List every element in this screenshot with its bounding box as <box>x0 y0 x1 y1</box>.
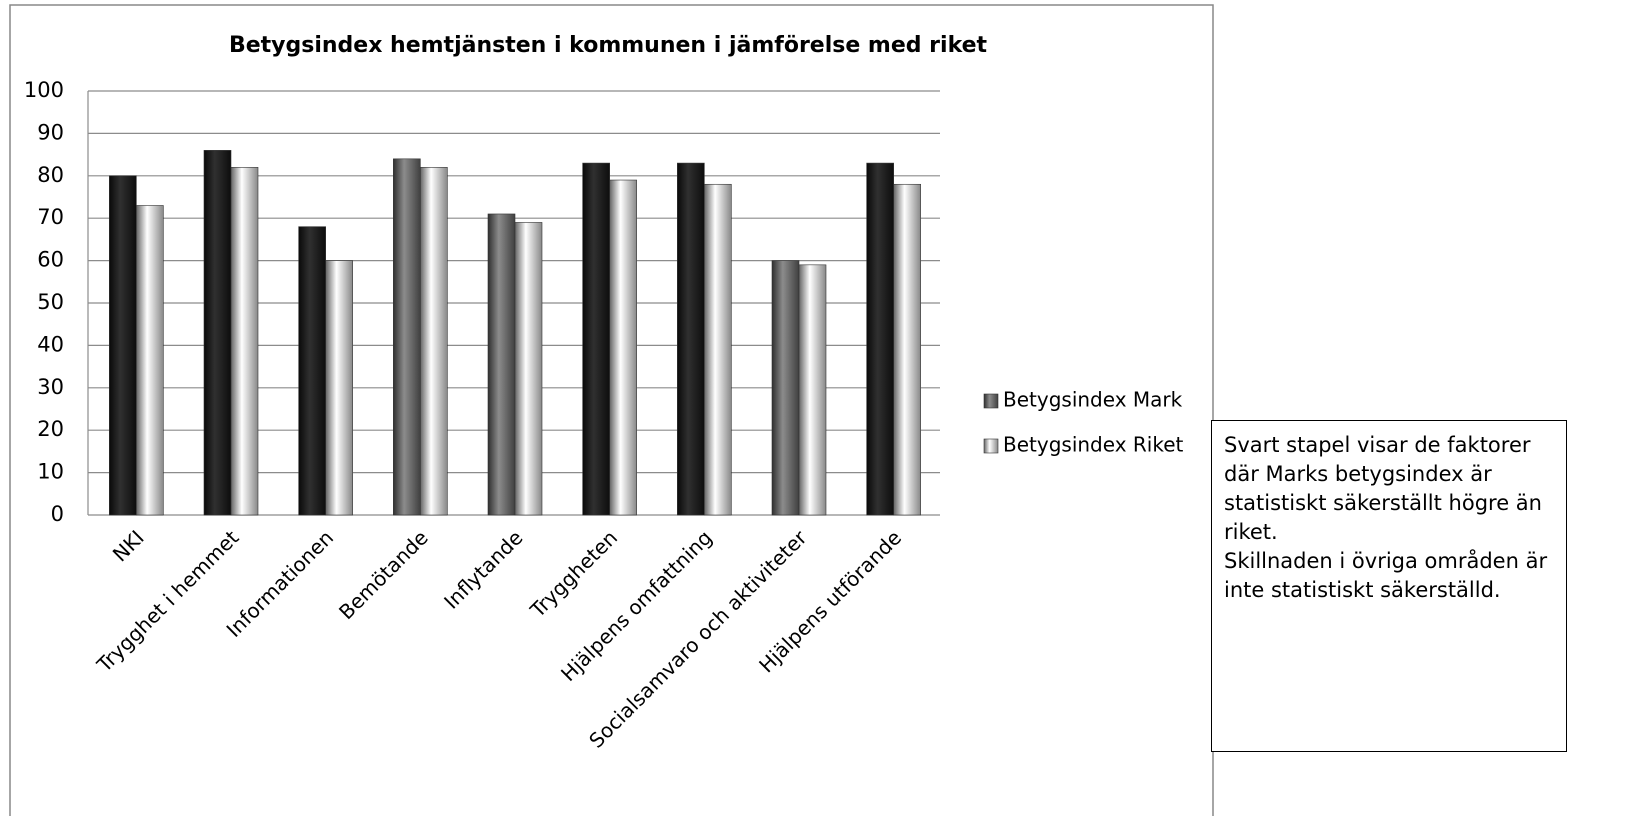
bar <box>582 162 610 516</box>
bar <box>420 167 448 516</box>
bar <box>704 183 732 516</box>
bar <box>109 175 137 516</box>
y-tick-label: 0 <box>51 502 64 526</box>
legend-label: Betygsindex Riket <box>1003 433 1184 457</box>
chart-title: Betygsindex hemtjänsten i kommunen i jäm… <box>229 33 988 58</box>
y-tick-label: 60 <box>37 248 64 272</box>
bar <box>514 222 543 516</box>
bar <box>866 162 894 516</box>
annotation-box: Svart stapel visar de faktorer där Marks… <box>1211 420 1567 752</box>
y-tick-label: 100 <box>24 78 64 102</box>
y-tick-label: 70 <box>37 205 64 229</box>
bar <box>798 264 827 516</box>
bar <box>230 167 259 516</box>
y-tick-label: 40 <box>37 332 64 356</box>
y-tick-label: 30 <box>37 375 64 399</box>
bar <box>893 183 921 516</box>
y-tick-label: 50 <box>37 290 64 314</box>
y-tick-label: 80 <box>37 163 64 187</box>
legend-label: Betygsindex Mark <box>1003 388 1183 412</box>
bar <box>677 162 705 516</box>
bar <box>325 260 353 516</box>
bar <box>298 226 326 516</box>
bar <box>203 150 232 516</box>
y-tick-label: 20 <box>37 417 64 441</box>
bar <box>771 260 800 516</box>
annotation: Svart stapel visar de faktorer där Marks… <box>1224 433 1542 544</box>
bar <box>393 158 421 516</box>
bar <box>609 179 637 516</box>
bar <box>487 213 516 516</box>
y-tick-label: 10 <box>37 460 64 484</box>
legend-swatch <box>983 438 999 454</box>
y-tick-label: 90 <box>37 120 64 144</box>
annotation: Skillnaden i övriga områden är inte stat… <box>1224 549 1548 602</box>
bar <box>136 205 164 516</box>
legend-swatch <box>983 393 999 409</box>
